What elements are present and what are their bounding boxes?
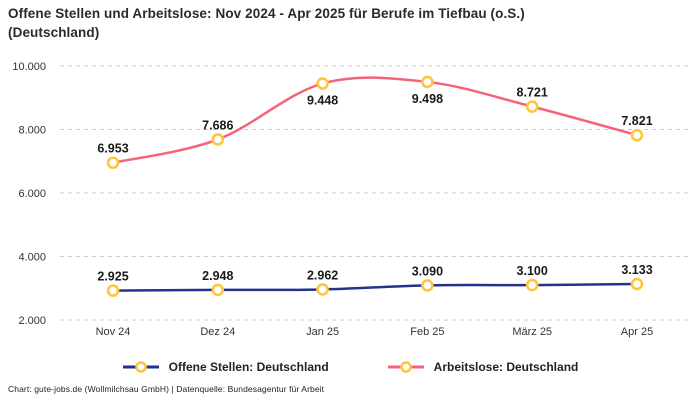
data-point-label: 3.133: [621, 263, 652, 277]
chart-title-line1: Offene Stellen und Arbeitslose: Nov 2024…: [8, 6, 525, 21]
legend-label: Arbeitslose: Deutschland: [433, 360, 579, 374]
x-tick-label: Dez 24: [200, 326, 235, 338]
data-point-label: 6.953: [97, 142, 128, 156]
data-markers-group: [106, 75, 644, 297]
data-point-marker[interactable]: [421, 279, 434, 292]
y-tick-label: 8.000: [18, 125, 46, 137]
chart-legend: Offene Stellen: Deutschland Arbeitslose:…: [0, 360, 700, 374]
data-point-label: 3.090: [412, 264, 443, 278]
data-point-marker[interactable]: [211, 283, 225, 297]
series-line-1: [111, 76, 639, 164]
data-point-marker[interactable]: [106, 284, 120, 297]
x-tick-label: Nov 24: [96, 326, 131, 338]
x-tick-label: Feb 25: [410, 326, 444, 338]
x-tick-label: Apr 25: [621, 326, 653, 338]
chart-title-line2: (Deutschland): [8, 24, 100, 40]
gridlines-group: [60, 65, 690, 321]
data-point-label: 2.925: [97, 270, 128, 284]
series-line-0: [111, 282, 639, 292]
y-tick-label: 2.000: [18, 315, 46, 327]
legend-marker-icon: [399, 361, 412, 373]
attribution-text: Chart: gute-jobs.de (Wollmilchsau GmbH) …: [8, 384, 325, 394]
data-point-label: 9.448: [307, 94, 338, 108]
legend-swatch-arbeitslose: [387, 361, 424, 373]
data-point-label: 2.948: [202, 269, 233, 283]
legend-item-offene-stellen[interactable]: Offene Stellen: Deutschland: [122, 360, 329, 374]
legend-item-arbeitslose[interactable]: Arbeitslose: Deutschland: [387, 360, 579, 374]
data-point-marker[interactable]: [525, 100, 539, 113]
data-point-marker[interactable]: [106, 156, 120, 170]
data-point-label: 8.721: [517, 86, 548, 100]
data-point-marker[interactable]: [525, 278, 539, 292]
data-point-marker[interactable]: [211, 133, 225, 146]
chart-title: Offene Stellen und Arbeitslose: Nov 2024…: [8, 5, 525, 43]
data-point-marker[interactable]: [316, 77, 329, 90]
data-point-marker[interactable]: [421, 75, 434, 89]
series-lines-group: [111, 76, 639, 292]
data-point-label: 9.498: [412, 92, 443, 106]
data-point-marker[interactable]: [630, 128, 644, 142]
x-tick-label: März 25: [512, 326, 552, 338]
legend-marker-icon: [134, 361, 147, 373]
line-chart-canvas: 2.000 4.000 6.000 8.000 10.000 Nov 24 Dez 24 J…: [12, 61, 690, 338]
data-point-label: 2.962: [307, 268, 338, 282]
data-point-marker[interactable]: [316, 283, 329, 296]
x-axis-labels-group: Nov 24 Dez 24 Jan 25 Feb 25 März 25 Apr 25: [96, 326, 654, 338]
data-point-marker[interactable]: [630, 277, 644, 291]
data-point-label: 7.821: [621, 114, 652, 128]
data-point-label: 7.686: [202, 118, 233, 132]
y-tick-label: 6.000: [18, 188, 46, 200]
legend-label: Offene Stellen: Deutschland: [168, 360, 329, 374]
y-tick-label: 10.000: [12, 61, 46, 73]
legend-swatch-offene-stellen: [122, 361, 159, 373]
y-axis-labels-group: 2.000 4.000 6.000 8.000 10.000: [12, 61, 46, 327]
data-labels-group: 2.925 2.948 2.962 3.090 3.100 3.133 6.953 7.686…: [97, 86, 652, 284]
y-tick-label: 4.000: [18, 252, 46, 264]
data-point-label: 3.100: [517, 264, 548, 278]
x-tick-label: Jan 25: [306, 326, 339, 338]
